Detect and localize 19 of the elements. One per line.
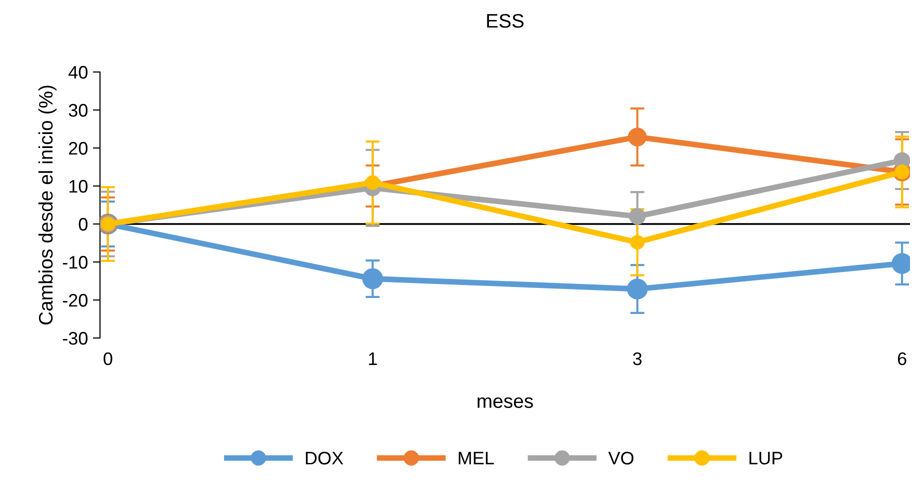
y-tick-label: -30 (62, 332, 88, 345)
chart-title: ESS (487, 14, 524, 28)
legend-label: VO (608, 452, 634, 464)
x-tick-label: 6 (898, 352, 906, 366)
y-tick-label: -10 (62, 256, 88, 269)
x-tick-label: 0 (104, 352, 112, 366)
y-axis-title: Cambios desde el inicio (%) (38, 86, 57, 325)
x-tick-label: 3 (633, 352, 642, 366)
y-tick-label: 10 (69, 180, 88, 193)
legend-label: LUP (750, 452, 782, 464)
y-tick-label: 20 (69, 142, 88, 155)
y-tick-label: -20 (62, 294, 88, 307)
y-tick-label: 40 (68, 66, 88, 79)
y-tick-label: 30 (68, 104, 88, 117)
y-tick-label: 0 (78, 218, 88, 231)
legend-label: DOX (306, 452, 344, 464)
legend-label: MEL (458, 452, 494, 464)
x-axis-title: meses (478, 397, 533, 408)
x-tick-label: 1 (369, 352, 377, 365)
